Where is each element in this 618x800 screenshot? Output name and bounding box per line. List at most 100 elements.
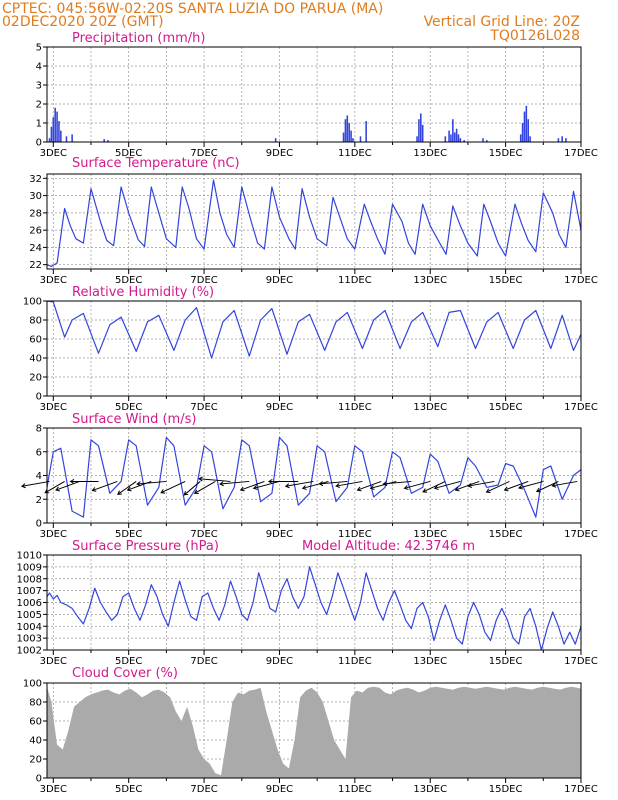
- precip-bar: [561, 136, 563, 142]
- x-tick-label: 7DEC: [190, 275, 217, 286]
- precip-bar: [421, 124, 424, 142]
- x-tick-label: 11DEC: [338, 656, 372, 667]
- panel-frame-cloud: [46, 682, 582, 779]
- panel-title-rh: Relative Humidity (%): [72, 285, 214, 300]
- x-tick-label: 3DEC: [40, 148, 67, 159]
- y-tick-label: 3: [36, 81, 42, 92]
- wind-vector-head: [136, 481, 141, 487]
- x-tick-label: 9DEC: [266, 656, 293, 667]
- y-tick-label: 4: [36, 471, 42, 482]
- series-line-temp: [46, 179, 582, 267]
- x-tick-label: 17DEC: [564, 402, 598, 413]
- wind-vector: [319, 480, 348, 485]
- x-tick-label: 3DEC: [40, 784, 67, 795]
- x-tick-label: 9DEC: [266, 148, 293, 159]
- y-tick-label: 100: [23, 679, 42, 690]
- wind-vector-head: [318, 481, 324, 487]
- y-tick-label: 30: [29, 191, 42, 202]
- wind-vector-head: [267, 478, 273, 484]
- wind-vector: [55, 480, 80, 491]
- precip-bar: [71, 134, 73, 142]
- wind-vector: [404, 480, 431, 489]
- precip-bar: [527, 119, 530, 142]
- precip-bar: [420, 113, 422, 142]
- x-tick-label: 15DEC: [489, 402, 523, 413]
- precip-bar: [444, 136, 447, 142]
- panel-precip: Precipitation (mm/h) 0 1 2 3 4 5 3DEC 5DEC 7DEC 9D…: [36, 31, 598, 159]
- precip-bar: [342, 132, 345, 142]
- x-tick-label: 7DEC: [190, 529, 217, 540]
- panel-title-cloud: Cloud Cover (%): [72, 666, 178, 681]
- y-tick-label: 1002: [17, 646, 42, 657]
- wind-vector-head: [485, 488, 491, 494]
- y-tick-label: 0: [36, 392, 42, 403]
- precip-bar: [107, 140, 109, 142]
- y-tick-label: 100: [23, 297, 42, 308]
- panel-temp: Surface Temperature (nC) 22 24 26 28 30 32 3DEC…: [29, 156, 598, 286]
- wind-vector: [117, 481, 137, 495]
- header-station: CPTEC: 045:56W-02:20S SANTA LUZIA DO PAR…: [2, 1, 383, 17]
- y-tick-label: 5: [36, 43, 42, 54]
- cloud-cover-area: [47, 686, 581, 778]
- panel-frame-pressure: [46, 554, 582, 651]
- wind-vector: [302, 480, 329, 489]
- x-tick-label: 15DEC: [489, 275, 523, 286]
- x-tick-label: 15DEC: [489, 148, 523, 159]
- precip-bar: [519, 134, 522, 142]
- panel-frame-temp: [46, 173, 582, 270]
- x-tick-label: 11DEC: [338, 402, 372, 413]
- precip-bar: [525, 105, 528, 142]
- precip-bar: [457, 134, 460, 142]
- precip-bar: [58, 121, 60, 142]
- x-tick-label: 5DEC: [115, 148, 142, 159]
- y-tick-label: 80: [29, 316, 42, 327]
- precip-bar: [521, 123, 524, 142]
- x-tick-label: 11DEC: [338, 784, 372, 795]
- series-line-wind: [46, 436, 582, 518]
- y-tick-label: 0: [36, 138, 42, 149]
- x-tick-label: 7DEC: [190, 784, 217, 795]
- series-line-rh: [46, 300, 582, 359]
- wind-vector-head: [183, 490, 189, 496]
- precip-bar: [565, 138, 567, 142]
- wind-vector-head: [160, 489, 166, 494]
- wind-vector: [137, 480, 167, 485]
- precip-bar: [453, 132, 456, 142]
- precip-bar: [485, 140, 488, 142]
- x-tick-label: 5DEC: [115, 529, 142, 540]
- precip-bar: [529, 136, 531, 142]
- precip-bar: [352, 138, 354, 142]
- wind-vector-head: [335, 483, 341, 488]
- wind-vector: [518, 480, 544, 489]
- wind-vector-head: [403, 485, 409, 490]
- x-tick-label: 3DEC: [40, 402, 67, 413]
- y-tick-label: 26: [29, 226, 42, 237]
- precip-bar: [418, 119, 420, 142]
- y-tick-label: 1003: [17, 634, 42, 645]
- x-tick-label: 17DEC: [564, 275, 598, 286]
- x-tick-label: 11DEC: [338, 148, 372, 159]
- precip-bar: [344, 119, 347, 142]
- wind-vector: [468, 480, 495, 487]
- y-tick-label: 32: [29, 174, 42, 185]
- wind-vector-head: [91, 487, 97, 492]
- panel-title-pressure: Surface Pressure (hPa): [72, 539, 219, 554]
- precip-bar: [54, 107, 56, 142]
- wind-vector-head: [239, 486, 245, 492]
- wind-vector: [357, 480, 382, 491]
- x-tick-label: 9DEC: [266, 275, 293, 286]
- y-tick-label: 2: [36, 100, 42, 111]
- x-tick-label: 3DEC: [40, 529, 67, 540]
- x-tick-label: 3DEC: [40, 275, 67, 286]
- y-tick-label: 20: [29, 755, 42, 766]
- wind-vector-head: [369, 485, 375, 490]
- precip-bar: [463, 140, 465, 142]
- wind-vector: [434, 480, 461, 489]
- precip-bar: [523, 111, 526, 142]
- x-tick-label: 15DEC: [489, 656, 523, 667]
- precip-bar: [359, 136, 362, 142]
- y-tick-label: 28: [29, 208, 42, 219]
- wind-vector-head: [433, 485, 439, 490]
- x-tick-label: 5DEC: [115, 402, 142, 413]
- x-tick-label: 9DEC: [266, 529, 293, 540]
